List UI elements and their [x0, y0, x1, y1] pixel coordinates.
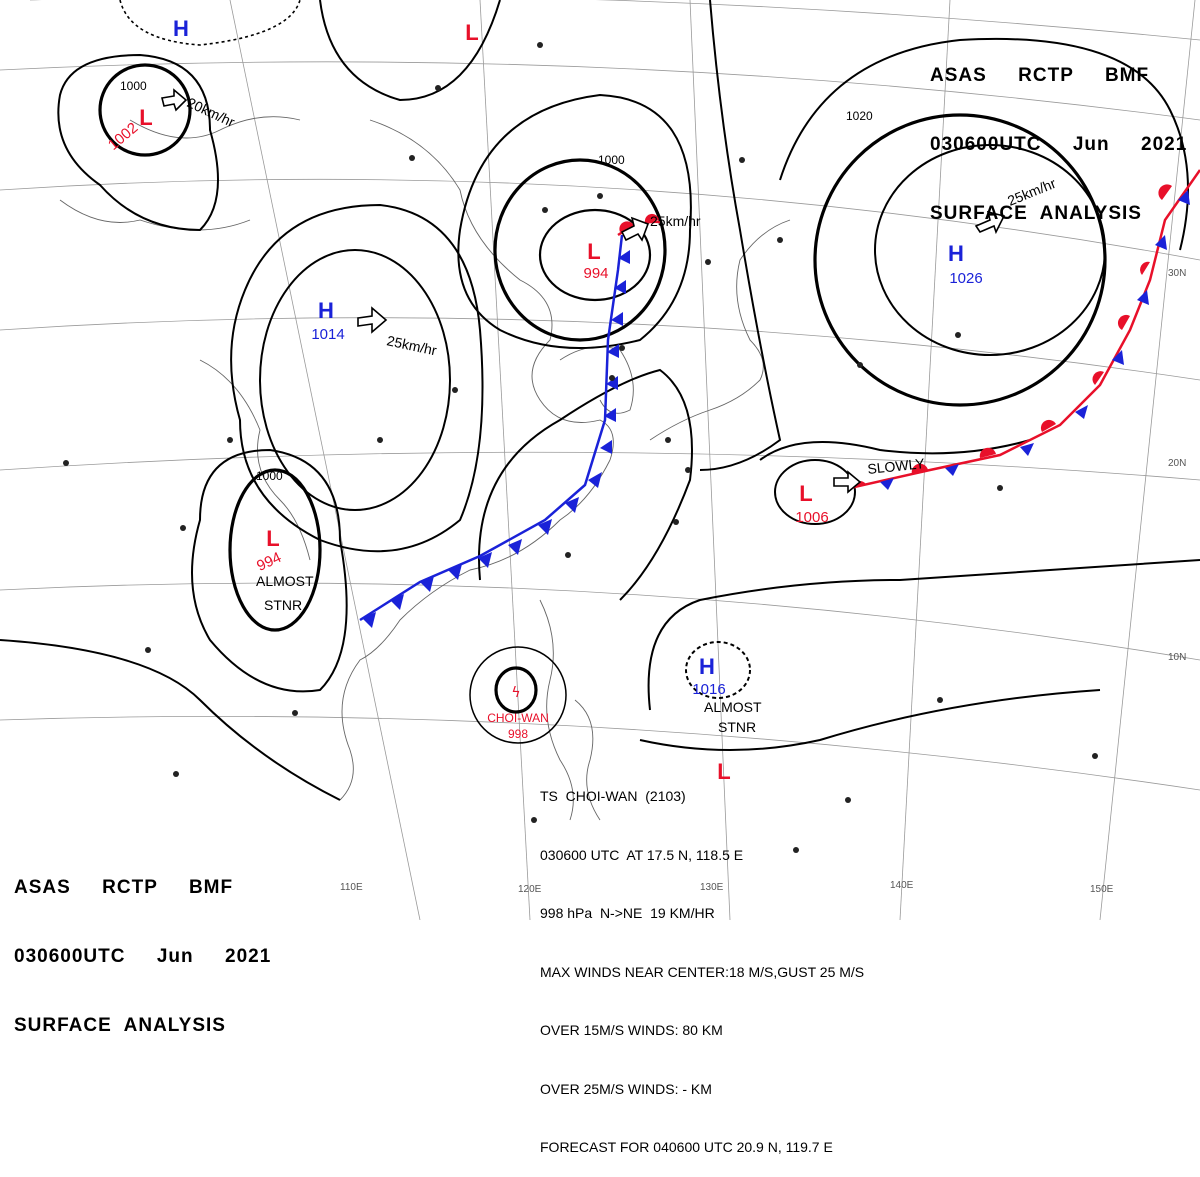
isobar-long-north [699, 0, 782, 471]
motion-arrows [161, 88, 1006, 494]
svg-text:SLOWLY: SLOWLY [867, 455, 926, 477]
header-bottom-line1: ASAS RCTP BMF [14, 877, 234, 898]
storm-info-line1: TS CHOI-WAN (2103) [540, 788, 686, 804]
pressure-center-letters: L L L L L L H H H H [139, 16, 964, 784]
low-west-value: 994 [254, 549, 284, 575]
low-north-letter: L [587, 239, 600, 264]
svg-text:STNR: STNR [718, 719, 756, 735]
cold-front [359, 234, 624, 622]
arrow-west-high [357, 306, 388, 334]
header-top-line2: 030600UTC Jun 2021 [930, 134, 1188, 155]
isobar-high-east-outer [779, 37, 1189, 251]
graticule [0, 0, 1200, 920]
arrow-north-low [620, 216, 650, 242]
dotted-high-contour [119, 0, 301, 46]
station-plots [63, 42, 1098, 853]
storm-info-line3: 998 hPa N->NE 19 KM/HR [540, 905, 715, 921]
svg-text:25km/hr: 25km/hr [650, 213, 701, 229]
svg-text:30N: 30N [1168, 268, 1186, 279]
low-top-letter: L [465, 20, 478, 45]
svg-text:130E: 130E [700, 882, 724, 893]
isobar-high-south [685, 641, 751, 699]
warm-front-north-bumps [619, 213, 659, 232]
isobar-low-north-inner [538, 208, 652, 302]
high-east-letter: H [948, 241, 964, 266]
svg-text:1020: 1020 [846, 109, 873, 123]
isobar-top-trough [319, 0, 501, 102]
svg-text:110E: 110E [340, 882, 363, 893]
isobar-low-west-inner [228, 468, 322, 632]
arrow-east-low [833, 470, 862, 494]
pressure-center-values: 1002 994 994 1006 1014 1026 1016 [105, 119, 983, 698]
high-south-value: 1016 [692, 681, 725, 698]
low-east-value: 1006 [795, 509, 828, 526]
low-west-letter: L [266, 526, 279, 551]
isobar-high-west-outer [230, 203, 484, 553]
storm-info-line4: MAX WINDS NEAR CENTER:18 M/S,GUST 25 M/S [540, 963, 865, 980]
isobar-low-west-outer [191, 448, 348, 693]
high-west-value: 1014 [311, 326, 344, 343]
header-top-line3: SURFACE ANALYSIS [930, 203, 1142, 224]
high-west-letter: H [318, 298, 334, 323]
svg-text:1000: 1000 [598, 153, 625, 167]
isobar-labels: 1000 1000 1000 1020 [120, 79, 873, 483]
arrow-nw-low [161, 88, 188, 112]
isobar-long-west [0, 639, 341, 801]
svg-text:20km/hr: 20km/hr [185, 94, 238, 130]
isobar-long-south [647, 559, 1200, 711]
svg-text:150E: 150E [1090, 884, 1114, 895]
header-bottom-line2: 030600UTC Jun 2021 [14, 946, 272, 967]
header-bottom: ASAS RCTP BMF 030600UTC Jun 2021 SURFACE… [14, 830, 271, 1060]
high-east-value: 1026 [949, 270, 982, 287]
svg-text:120E: 120E [518, 884, 542, 895]
low-north-value: 994 [583, 265, 608, 282]
low-nw-letter: L [139, 105, 152, 130]
storm-symbol: ϟ [511, 685, 520, 701]
storm-info-line6: OVER 25M/S WINDS: - KM [540, 1080, 712, 1097]
storm-info-line7: FORECAST FOR 040600 UTC 20.9 N, 119.7 E [540, 1139, 833, 1155]
isobar-low-north-outer [457, 93, 692, 349]
svg-text:140E: 140E [890, 880, 914, 891]
stationary-front-blue-triangles [880, 190, 1190, 490]
latitude-labels: 30N 20N 10N [1168, 268, 1186, 663]
isobar-trough-center [478, 368, 693, 601]
isobar-high-east-1020 [813, 113, 1107, 407]
storm-name-label: CHOI-WAN [487, 711, 549, 725]
svg-text:10N: 10N [1168, 652, 1186, 663]
svg-text:ALMOST: ALMOST [704, 699, 762, 715]
header-bottom-line3: SURFACE ANALYSIS [14, 1015, 226, 1036]
header-top: ASAS RCTP BMF 030600UTC Jun 2021 SURFACE… [930, 18, 1187, 248]
storm-pressure-label: 998 [508, 727, 528, 741]
annotations: ALMOST STNR ALMOST STNR [256, 573, 762, 735]
storm-info-line5: OVER 15M/S WINDS: 80 KM [540, 1022, 723, 1038]
cold-front-triangles [362, 250, 630, 628]
high-top-letter: H [173, 16, 189, 41]
isobar-high-west-inner [259, 249, 451, 511]
header-top-line1: ASAS RCTP BMF [930, 65, 1150, 86]
svg-text:20N: 20N [1168, 458, 1186, 469]
stationary-front-red-bumps [852, 184, 1172, 488]
isobar-low-northwest-inner [98, 63, 192, 157]
isobar-low-east [774, 459, 856, 525]
isobar-low-north-1000 [493, 158, 667, 342]
svg-text:STNR: STNR [264, 597, 302, 613]
low-east-letter: L [799, 481, 812, 506]
low-bottom-letter: L [717, 759, 730, 784]
arrow-east-high [974, 210, 1006, 235]
longitude-labels: 110E 120E 130E 140E 150E [340, 880, 1114, 895]
isobar-low-northwest-outer [57, 53, 219, 232]
weather-map: L L L L L L H H H H ϟ 1002 994 994 1006 … [0, 0, 1200, 920]
isobar-bottom-arc [639, 689, 1101, 751]
svg-text:1000: 1000 [120, 79, 147, 93]
svg-text:ALMOST: ALMOST [256, 573, 314, 589]
high-south-letter: H [699, 654, 715, 679]
svg-text:25km/hr: 25km/hr [385, 332, 438, 358]
isobar-storm-outer [469, 646, 567, 744]
svg-text:1000: 1000 [256, 469, 283, 483]
storm-info-box: TS CHOI-WAN (2103) 030600 UTC AT 17.5 N,… [540, 748, 864, 1177]
isobar-storm-inner [494, 666, 538, 714]
storm-info-line2: 030600 UTC AT 17.5 N, 118.5 E [540, 846, 744, 863]
